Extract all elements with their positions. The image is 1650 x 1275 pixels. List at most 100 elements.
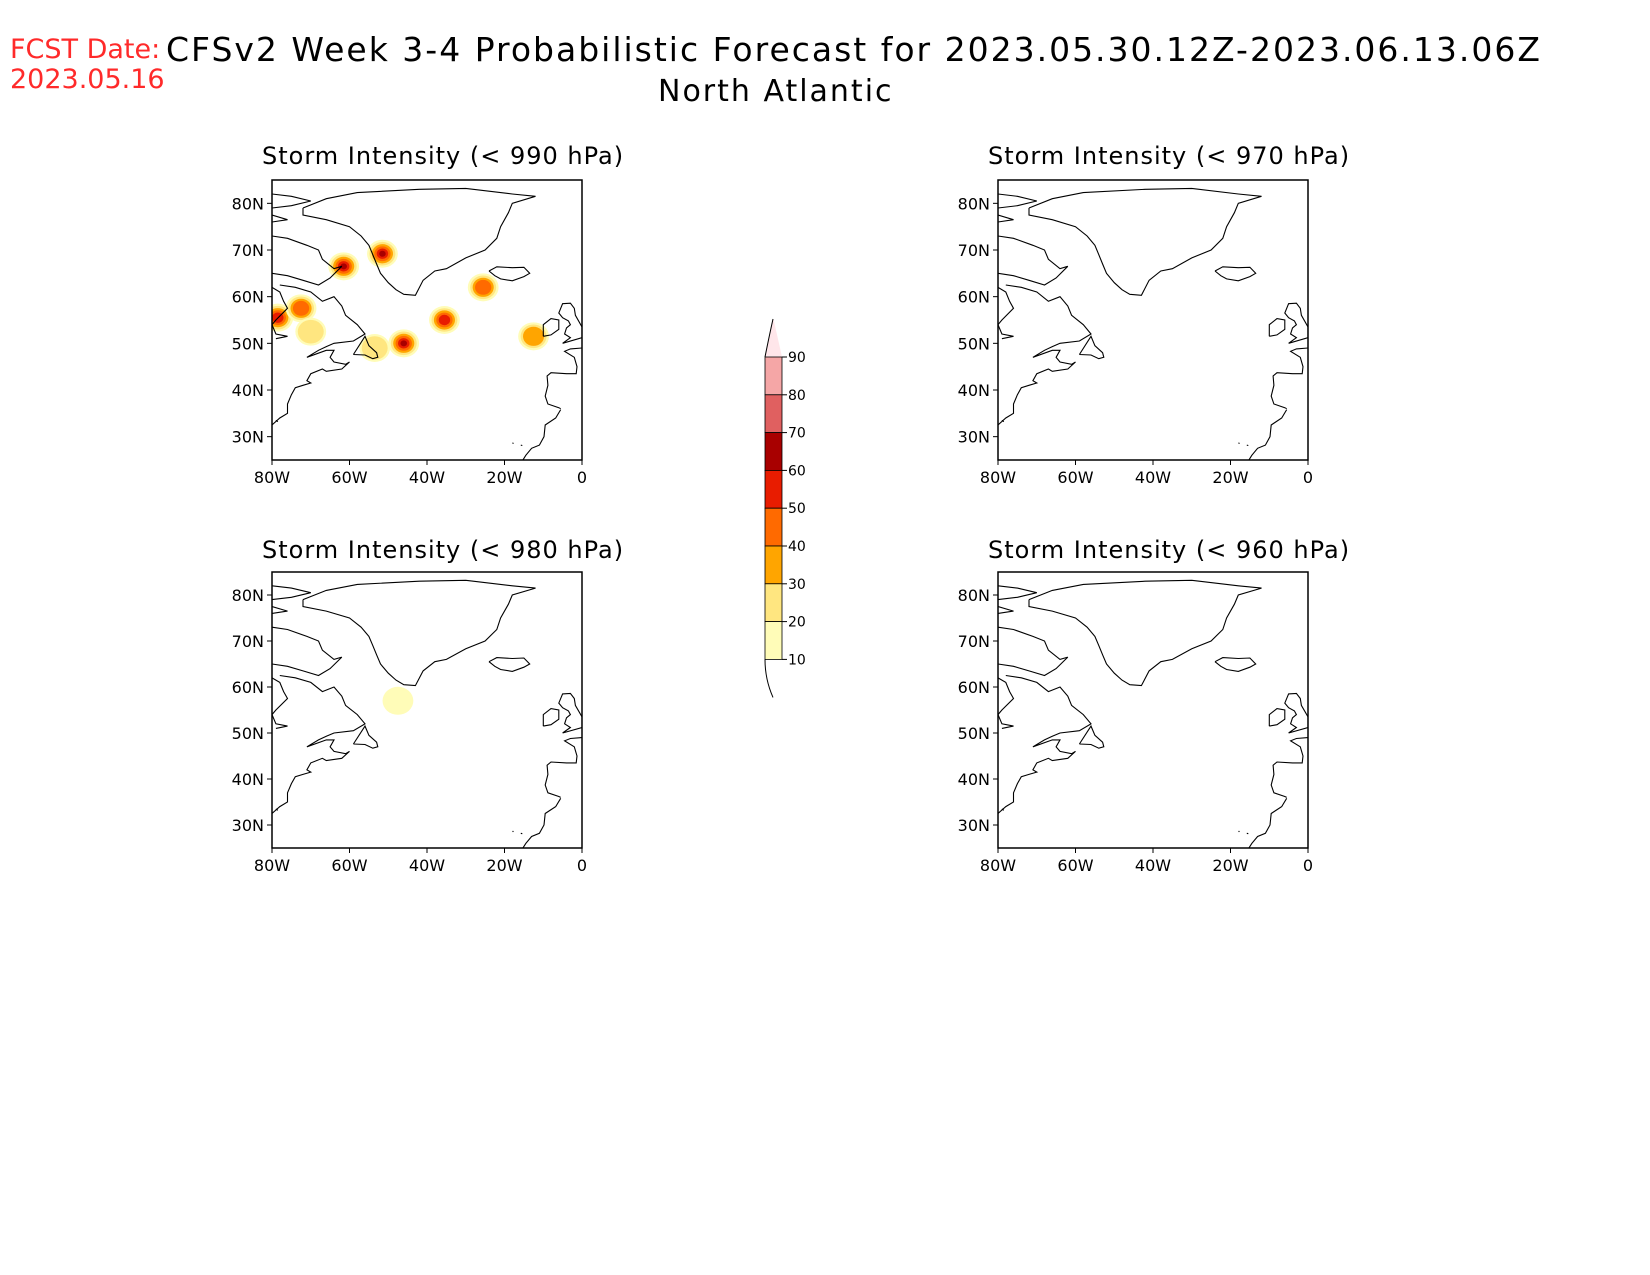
coastline: [998, 235, 1069, 286]
coastline: [998, 286, 1015, 340]
map-panel-980: 80N 70N 60N 50N 40N 30N 80W 60W 40W 20W 0: [232, 571, 587, 875]
lon-tick-label: 40W: [409, 856, 445, 875]
coastline: [272, 284, 366, 426]
fcst-date: 2023.05.16: [10, 64, 165, 95]
coastline: [272, 677, 289, 729]
colorbar-bin: [764, 394, 783, 434]
colorbar-label: 90: [788, 350, 806, 366]
lon-tick-label: 60W: [1057, 856, 1093, 875]
lon-tick-label: 60W: [1057, 468, 1093, 487]
lat-tick-label: 70N: [232, 241, 264, 260]
probability-spot: [295, 317, 327, 346]
coastline: [302, 187, 536, 296]
lon-tick-label: 0: [577, 856, 587, 875]
probability-spot: [518, 322, 549, 351]
lon-tick-label: 60W: [331, 468, 367, 487]
panel-title-980: Storm Intensity (< 980 hPa): [262, 536, 625, 564]
colorbar-label: 40: [788, 539, 806, 555]
coastline: [522, 798, 562, 848]
probability-spot: [328, 252, 360, 281]
colorbar-bin: [764, 469, 783, 509]
coastline: [522, 409, 562, 460]
lat-tick-label: 60N: [232, 288, 264, 307]
map-frame: [271, 571, 583, 849]
coastline: [998, 284, 1092, 426]
lat-tick-label: 40N: [958, 770, 990, 789]
coastline: [272, 286, 289, 340]
coastline: [1270, 737, 1308, 798]
coastline: [1268, 318, 1286, 337]
coastline: [275, 419, 279, 423]
coastline: [302, 579, 536, 687]
lat-tick-label: 60N: [958, 288, 990, 307]
coastline: [542, 318, 560, 337]
coastline: [272, 605, 288, 614]
coastline: [1248, 409, 1288, 460]
panel-title-990: Storm Intensity (< 990 hPa): [262, 142, 625, 170]
coastline: [558, 692, 582, 734]
map-panel-960: 80N 70N 60N 50N 40N 30N 80W 60W 40W 20W 0: [958, 571, 1313, 875]
coastline: [1001, 419, 1005, 423]
lat-tick-label: 50N: [958, 724, 990, 743]
coastline: [1214, 657, 1257, 672]
coastline: [272, 585, 311, 601]
coastline: [544, 347, 582, 410]
coastline: [998, 193, 1037, 209]
coastline: [998, 677, 1015, 729]
lon-tick-label: 80W: [980, 856, 1016, 875]
coastline: [1001, 808, 1005, 811]
lon-tick-label: 20W: [1212, 468, 1248, 487]
lat-tick-label: 40N: [958, 381, 990, 400]
coastline: [1284, 692, 1308, 734]
lat-tick-label: 50N: [958, 334, 990, 353]
region-subtitle: North Atlantic: [658, 74, 894, 109]
colorbar-label: 10: [788, 652, 806, 668]
lat-tick-label: 70N: [958, 241, 990, 260]
map-panel-990: 80N 70N 60N 50N 40N 30N 80W 60W 40W 20W 0: [232, 179, 587, 487]
colorbar-bin: [764, 545, 783, 585]
coastline: [544, 737, 582, 798]
coastline: [1268, 708, 1286, 727]
coastline: [488, 657, 531, 672]
probability-spot: [467, 273, 499, 302]
lon-tick-label: 0: [577, 468, 587, 487]
coastline: [998, 214, 1014, 223]
colorbar-bin: [764, 507, 783, 547]
lon-tick-label: 80W: [980, 468, 1016, 487]
probability-spot: [285, 294, 317, 323]
coastline: [352, 335, 379, 360]
coastline: [272, 193, 311, 209]
fcst-label: FCST Date:: [10, 34, 161, 65]
coastline: [1270, 347, 1308, 410]
coastline: [512, 442, 514, 445]
colorbar-label: 70: [788, 426, 806, 442]
probability-spot: [388, 329, 420, 358]
colorbar-label: 60: [788, 463, 806, 479]
lon-tick-label: 80W: [254, 468, 290, 487]
panel-title-960: Storm Intensity (< 960 hPa): [988, 536, 1351, 564]
coastline: [998, 585, 1037, 601]
coastline: [272, 235, 343, 286]
map-panel-970: 80N 70N 60N 50N 40N 30N 80W 60W 40W 20W 0: [958, 179, 1313, 487]
lat-tick-label: 80N: [232, 586, 264, 605]
lat-tick-label: 50N: [232, 724, 264, 743]
colorbar-label: 30: [788, 577, 806, 593]
lon-tick-label: 20W: [486, 468, 522, 487]
lon-tick-label: 80W: [254, 856, 290, 875]
colorbar-top-cap: [765, 319, 782, 357]
coastline: [1078, 724, 1105, 749]
lon-tick-label: 0: [1303, 856, 1313, 875]
coastline: [1078, 335, 1105, 360]
colorbar-bin: [764, 356, 783, 396]
map-frame: [997, 179, 1309, 461]
lon-tick-label: 40W: [1135, 468, 1171, 487]
probability-spot: [367, 239, 398, 268]
probability-spot: [382, 686, 414, 715]
lat-tick-label: 60N: [958, 678, 990, 697]
lon-tick-label: 0: [1303, 468, 1313, 487]
lon-tick-label: 20W: [486, 856, 522, 875]
panel-title-970: Storm Intensity (< 970 hPa): [988, 142, 1351, 170]
map-frame: [997, 571, 1309, 849]
colorbar: 90 80 70 60 50 40 30 20 10: [764, 318, 806, 698]
coastline: [352, 724, 379, 749]
